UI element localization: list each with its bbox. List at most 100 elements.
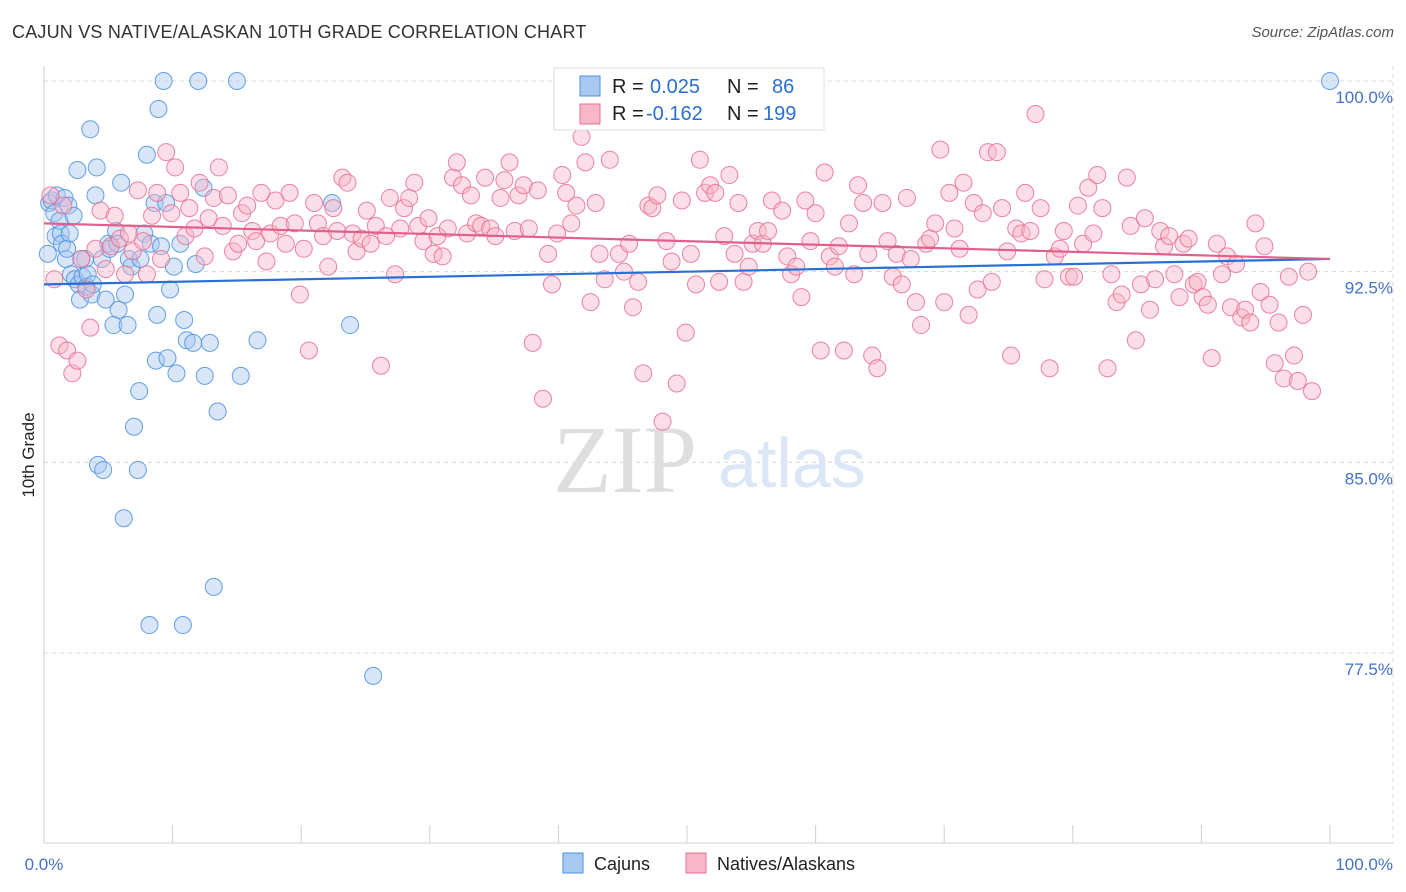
cajun-point [161, 280, 180, 299]
native-point [433, 247, 452, 266]
native-point [1165, 265, 1184, 284]
native-point [820, 247, 839, 266]
legend-swatch-natives-stats [579, 103, 601, 125]
native-point [1140, 300, 1159, 319]
native-point [290, 285, 309, 304]
native-point [897, 188, 916, 207]
cajun-point [58, 239, 77, 258]
native-point [190, 173, 209, 192]
native-point [1007, 219, 1026, 238]
native-point [148, 183, 167, 202]
cajun-point [59, 196, 78, 215]
native-point [1135, 209, 1154, 228]
y-tick-labels: 100.0% 92.5% 85.0% 77.5% [1335, 88, 1393, 679]
native-point [1016, 183, 1035, 202]
native-point [500, 153, 519, 172]
native-point [1031, 199, 1050, 218]
native-point [614, 262, 633, 281]
native-point [690, 150, 709, 169]
legend-r-value-2: -0.162 [646, 103, 703, 125]
cajun-point [1321, 72, 1339, 90]
native-point [1179, 229, 1198, 248]
cajun-point [92, 249, 111, 268]
watermark-zip: ZIP [553, 406, 697, 513]
native-point [1160, 227, 1179, 246]
legend-r-value-1: 0.025 [650, 76, 700, 98]
native-point [91, 201, 110, 220]
native-point [945, 219, 964, 238]
native-point [993, 199, 1012, 218]
legend-r-label-2: R = [612, 103, 644, 125]
watermark: ZIP atlas [553, 406, 866, 513]
native-point [1293, 305, 1312, 324]
native-point [419, 209, 438, 228]
native-point [1131, 275, 1150, 294]
legend-label-natives: Natives/Alaskans [717, 854, 855, 874]
native-point [1035, 270, 1054, 289]
native-point [162, 204, 181, 223]
cajun-point [96, 290, 115, 309]
native-point [672, 191, 691, 210]
native-point [806, 204, 825, 223]
cajun-point [175, 310, 194, 329]
native-point [380, 188, 399, 207]
native-point [238, 196, 257, 215]
native-point [662, 252, 681, 271]
native-point [676, 323, 695, 342]
native-point [166, 158, 185, 177]
legend-n-value-2: 199 [763, 103, 796, 125]
cajun-point [116, 285, 135, 304]
native-point [572, 127, 591, 146]
cajun-point [189, 72, 208, 90]
native-point [357, 201, 376, 220]
cajun-point [60, 224, 79, 243]
native-point [931, 140, 950, 159]
cajun-point [148, 305, 167, 324]
native-point [171, 183, 190, 202]
native-point [1002, 346, 1021, 365]
native-point [973, 204, 992, 223]
native-point [1102, 265, 1121, 284]
native-point [681, 244, 700, 263]
native-point [796, 191, 815, 210]
native-point [1260, 295, 1279, 314]
x-tick-label: 100.0% [1335, 855, 1393, 874]
cajun-point [140, 616, 159, 635]
native-point [361, 234, 380, 253]
native-point [706, 183, 725, 202]
native-point [1255, 237, 1274, 256]
native-point [687, 275, 706, 294]
native-point [1241, 313, 1260, 332]
native-point [921, 229, 940, 248]
native-point [491, 188, 510, 207]
native-point [1121, 216, 1140, 235]
native-point [840, 214, 859, 233]
cajun-point [118, 316, 137, 335]
native-point [787, 257, 806, 276]
native-point [438, 219, 457, 238]
stats-legend: R = 0.025 N = 86 R = -0.162 N = 199 [553, 67, 825, 131]
native-point [458, 224, 477, 243]
native-point [386, 265, 405, 284]
native-point [324, 199, 343, 218]
native-point [653, 412, 672, 431]
native-point [581, 293, 600, 312]
native-point [195, 247, 214, 266]
native-point [157, 143, 176, 162]
native-point [371, 356, 390, 375]
native-point [276, 234, 295, 253]
native-point [940, 183, 959, 202]
native-point [1279, 267, 1298, 286]
native-point [1212, 265, 1231, 284]
cajun-point [122, 257, 141, 276]
native-point [101, 237, 120, 256]
native-point [519, 219, 538, 238]
native-point [41, 186, 60, 205]
native-point [1207, 234, 1226, 253]
cajun-point [341, 316, 360, 335]
native-point [105, 206, 124, 225]
cajun-point [81, 120, 100, 139]
cajun-point [146, 351, 165, 370]
native-point [395, 199, 414, 218]
native-point [81, 318, 100, 337]
